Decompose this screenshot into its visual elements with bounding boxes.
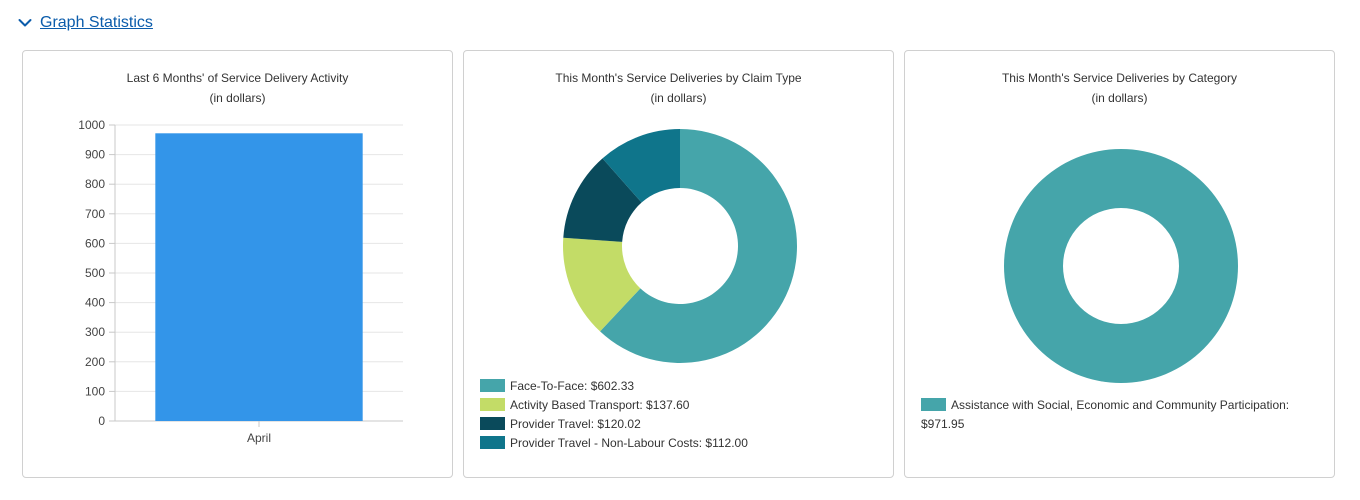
legend-swatch-activity-transport (480, 398, 505, 411)
category-donut-chart (1004, 149, 1238, 383)
donut-slice[interactable] (602, 129, 680, 203)
card-monthly-activity: Last 6 Months' of Service Delivery Activ… (22, 50, 453, 478)
legend-item[interactable]: Assistance with Social, Economic and Com… (921, 396, 1321, 434)
card-category: This Month's Service Deliveries by Categ… (904, 50, 1335, 478)
claim-type-legend: Face-To-Face: $602.33 Activity Based Tra… (480, 376, 748, 452)
legend-item[interactable]: Provider Travel: $120.02 (480, 414, 748, 433)
y-tick-label: 300 (85, 325, 105, 339)
legend-label: Face-To-Face: $602.33 (510, 378, 635, 393)
y-tick-label: 1000 (78, 118, 105, 132)
card-claim-type: This Month's Service Deliveries by Claim… (463, 50, 894, 478)
claim-type-donut-chart (563, 129, 797, 363)
graph-statistics-toggle[interactable]: Graph Statistics (18, 14, 153, 32)
bar[interactable] (155, 133, 363, 421)
y-tick-label: 900 (85, 148, 105, 162)
y-tick-label: 400 (85, 296, 105, 310)
legend-item[interactable]: Activity Based Transport: $137.60 (480, 395, 748, 414)
legend-label: Activity Based Transport: $137.60 (510, 397, 690, 412)
donut-slice[interactable] (563, 237, 641, 332)
legend-item[interactable]: Face-To-Face: $602.33 (480, 376, 748, 395)
bar-chart-title: Last 6 Months' of Service Delivery Activ… (126, 71, 349, 85)
legend-swatch-face-to-face (480, 379, 505, 392)
category-chart-title: This Month's Service Deliveries by Categ… (1001, 71, 1238, 85)
donut-slice[interactable] (600, 129, 797, 363)
claim-chart-title: This Month's Service Deliveries by Claim… (555, 71, 802, 85)
legend-swatch-provider-travel (480, 417, 505, 430)
legend-item[interactable]: Provider Travel - Non-Labour Costs: $112… (480, 433, 748, 452)
y-tick-label: 0 (98, 414, 105, 428)
chevron-down-icon (18, 19, 32, 27)
legend-swatch-provider-travel-nonlabour (480, 436, 505, 449)
legend-label: Assistance with Social, Economic and Com… (921, 398, 1290, 431)
claim-chart-subtitle: (in dollars) (650, 91, 707, 105)
category-chart-subtitle: (in dollars) (1091, 91, 1148, 105)
donut-slice[interactable] (1004, 149, 1238, 383)
y-tick-label: 200 (85, 355, 105, 369)
legend-swatch-social-participation (921, 398, 946, 411)
legend-label: Provider Travel - Non-Labour Costs: $112… (510, 435, 748, 450)
y-tick-label: 500 (85, 266, 105, 280)
y-tick-label: 800 (85, 177, 105, 191)
legend-label: Provider Travel: $120.02 (510, 416, 641, 431)
y-tick-label: 100 (85, 384, 105, 398)
x-tick-label: April (247, 431, 271, 445)
donut-slice[interactable] (563, 158, 642, 242)
y-tick-label: 600 (85, 236, 105, 250)
bar-chart-subtitle: (in dollars) (209, 91, 266, 105)
bar-chart: 0 100 200 300 400 500 600 700 800 900 1000 April (78, 118, 403, 445)
category-legend: Assistance with Social, Economic and Com… (921, 396, 1321, 434)
y-tick-label: 700 (85, 207, 105, 221)
section-title[interactable]: Graph Statistics (40, 14, 153, 31)
